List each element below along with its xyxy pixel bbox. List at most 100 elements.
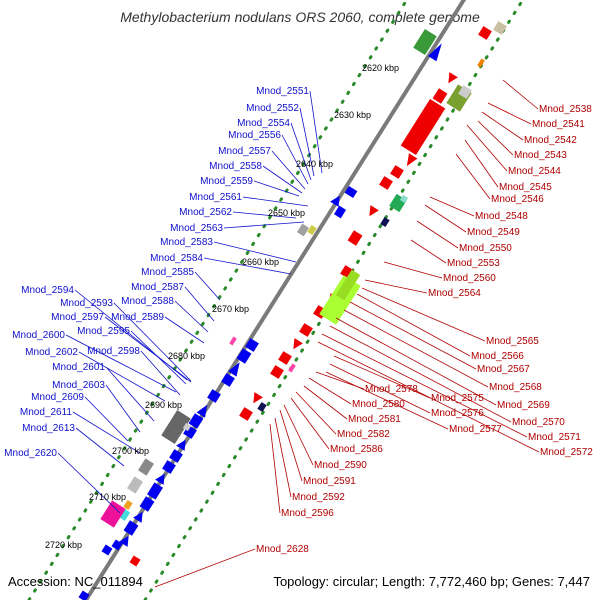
right-label-1: Mnod_2538 (539, 104, 592, 115)
reverse-gene-6 (390, 165, 404, 179)
right-leader-20 (321, 333, 528, 438)
forward-gene-13 (176, 439, 186, 451)
right-label-14: Mnod_2565 (486, 336, 539, 347)
right-leader-12 (383, 261, 443, 279)
left-leader-19 (104, 316, 192, 383)
right-label-27: Mnod_2581 (348, 414, 401, 425)
right-leader-8 (429, 196, 475, 217)
forward-gene-19 (133, 511, 143, 523)
left-leader-2 (299, 107, 315, 177)
left-leader-18 (113, 302, 192, 382)
topology-text: Topology: circular; Length: 7,772,460 bp… (273, 574, 590, 589)
left-label-10: Mnod_2563 (170, 223, 223, 234)
right-leader-30 (283, 404, 314, 466)
left-leader-14 (184, 286, 215, 322)
right-label-22: Mnod_2575 (431, 393, 484, 404)
left-label-25: Mnod_2603 (52, 380, 105, 391)
backbone-line (84, 0, 467, 600)
leader-lines-layer (57, 79, 540, 588)
scale-tick-3: 2640 kbp (296, 159, 333, 169)
forward-gene-10 (196, 404, 208, 418)
forward-gene-22 (119, 535, 129, 547)
forward-gene-21 (101, 544, 113, 556)
scale-tick-11: 2720 kbp (45, 540, 82, 550)
reverse-gene-9 (347, 230, 363, 246)
right-leader-13 (364, 279, 428, 294)
left-leader-12 (203, 257, 292, 275)
right-leader-15 (356, 293, 471, 357)
left-label-1: Mnod_2551 (256, 86, 309, 97)
right-leader-14 (361, 287, 486, 342)
left-leader-11 (213, 241, 297, 263)
outer-left-dotted-track (27, 0, 409, 600)
right-label-2: Mnod_2541 (532, 119, 585, 130)
forward-gene-8 (221, 373, 235, 387)
other-feature-15 (288, 363, 296, 373)
right-leader-28 (295, 391, 337, 435)
right-label-5: Mnod_2544 (508, 166, 561, 177)
right-label-28: Mnod_2582 (337, 429, 390, 440)
left-label-15: Mnod_2588 (121, 296, 174, 307)
left-leader-25 (105, 384, 141, 433)
right-label-26: Mnod_2580 (352, 399, 405, 410)
left-leader-3 (290, 122, 312, 181)
left-label-4: Mnod_2556 (228, 130, 281, 141)
scale-ticks-layer: 2620 kbp 2630 kbp 2640 kbp 2650 kbp 2660 kbp… (45, 63, 399, 550)
left-leader-20 (130, 330, 187, 385)
other-feature-11 (307, 225, 317, 235)
right-label-4: Mnod_2543 (514, 150, 567, 161)
forward-gene-24 (78, 590, 90, 600)
forward-gene-1 (427, 43, 442, 62)
right-label-12: Mnod_2560 (443, 273, 496, 284)
right-leader-3 (481, 111, 524, 141)
right-label-8: Mnod_2548 (475, 211, 528, 222)
left-label-14: Mnod_2587 (131, 282, 184, 293)
left-label-24: Mnod_2601 (52, 362, 105, 373)
right-leader-27 (303, 385, 348, 420)
right-label-25: Mnod_2578 (365, 384, 418, 395)
left-label-8: Mnod_2561 (189, 192, 242, 203)
left-label-2: Mnod_2552 (246, 103, 299, 114)
right-leader-10 (416, 220, 459, 249)
right-label-11: Mnod_2553 (447, 258, 500, 269)
forward-gene-20 (123, 520, 139, 536)
reverse-gene-15 (278, 351, 292, 365)
left-label-18: Mnod_2593 (60, 298, 113, 309)
other-feature-4 (493, 21, 507, 35)
left-leader-10 (223, 221, 305, 229)
right-label-23: Mnod_2576 (431, 408, 484, 419)
map-title: Methylobacterium nodulans ORS 2060, comp… (120, 9, 480, 25)
scale-tick-2: 2630 kbp (334, 110, 371, 120)
other-feature-12 (296, 223, 310, 237)
scale-tick-6: 2670 kbp (212, 304, 249, 314)
left-leader-4 (281, 134, 309, 185)
reverse-gene-19 (129, 555, 141, 567)
scale-tick-9: 2700 kbp (112, 446, 149, 456)
other-feature-10 (335, 269, 361, 301)
forward-gene-18 (139, 496, 155, 512)
other-feature-17 (138, 458, 154, 476)
left-leader-9 (232, 211, 297, 219)
right-leader-2 (487, 102, 532, 125)
right-label-21: Mnod_2572 (540, 447, 593, 458)
features-layer (78, 21, 507, 600)
right-leader-33 (269, 423, 281, 514)
left-leader-15 (174, 300, 209, 333)
scale-tick-5: 2660 kbp (242, 257, 279, 267)
right-label-9: Mnod_2549 (467, 227, 520, 238)
right-label-18: Mnod_2569 (497, 400, 550, 411)
accession-text: Accession: NC_011894 (8, 574, 143, 589)
right-label-29: Mnod_2586 (330, 444, 383, 455)
other-feature-16 (161, 410, 191, 444)
right-label-33: Mnod_2596 (281, 508, 334, 519)
reverse-gene-3 (432, 88, 448, 104)
reverse-gene-1 (478, 26, 492, 40)
right-leader-17 (343, 309, 489, 388)
left-leader-27 (72, 411, 141, 454)
left-label-20: Mnod_2595 (77, 326, 130, 337)
left-label-28: Mnod_2613 (22, 423, 75, 434)
left-leader-13 (194, 271, 221, 301)
scale-tick-1: 2620 kbp (362, 63, 399, 73)
right-leader-31 (279, 409, 303, 482)
